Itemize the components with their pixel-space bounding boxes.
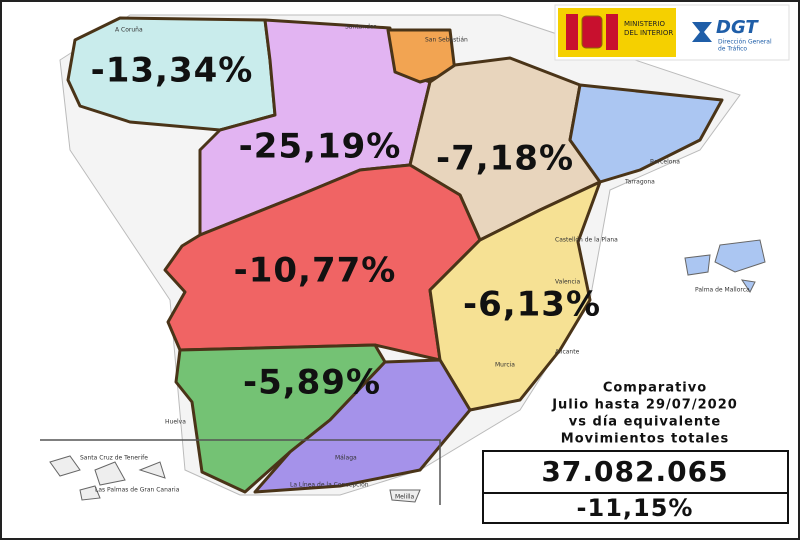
shield-pillar [606,14,618,50]
total-change: -11,15% [577,494,694,522]
city-label: Santa Cruz de Tenerife [80,455,148,462]
city-label: Barcelona [650,159,680,166]
city-label: Las Palmas de Gran Canaria [95,487,180,494]
city-label: San Sebastián [425,37,468,44]
region-southwest [174,343,387,494]
city-label: Tarragona [624,179,655,186]
city-label: Valencia [555,279,580,286]
ministry-name: DEL INTERIOR [624,29,673,37]
city-label: A Coruña [115,27,143,34]
region-change: -25,19% [239,127,402,167]
city-label: Málaga [335,455,357,462]
region-change: -10,77% [234,251,397,291]
city-label: Murcia [495,362,515,369]
city-label: Santander [345,24,377,31]
shield [581,15,603,49]
city-label: Palma de Mallorca [695,287,750,294]
city-label: Melilla [395,494,415,501]
ministry-name: MINISTERIO [624,20,665,28]
canary-islands [49,455,166,501]
balearic-islands [684,239,766,293]
inset-border [40,439,441,505]
dgt-icon [692,22,712,42]
dgt-full-name: Dirección General [718,39,772,46]
city-label: Castellón de la Plana [555,237,618,244]
summary-line: Julio hasta 29/07/2020 [551,398,738,413]
city-label: Alicante [555,349,580,356]
shield-pillar [566,14,578,50]
city-label: Huelva [165,419,186,426]
region-change: -5,89% [243,363,381,403]
region-east [428,180,602,412]
region-change: -6,13% [463,285,601,325]
city-label: La Línea de la Concepción [290,482,369,489]
summary-line: Comparativo [603,381,707,396]
summary-line: vs día equivalente [569,415,721,430]
melilla [389,489,421,503]
region-southeast [253,358,472,494]
dgt-full-name: de Tráfico [718,46,747,53]
summary-line: Movimientos totales [561,432,729,447]
change-box [482,492,789,524]
dgt-name: DGT [716,17,759,38]
region-change: -7,18% [436,139,574,179]
total-movements: 37.082.065 [541,455,728,488]
region-catalonia [568,83,724,184]
region-change: -13,34% [91,51,254,91]
